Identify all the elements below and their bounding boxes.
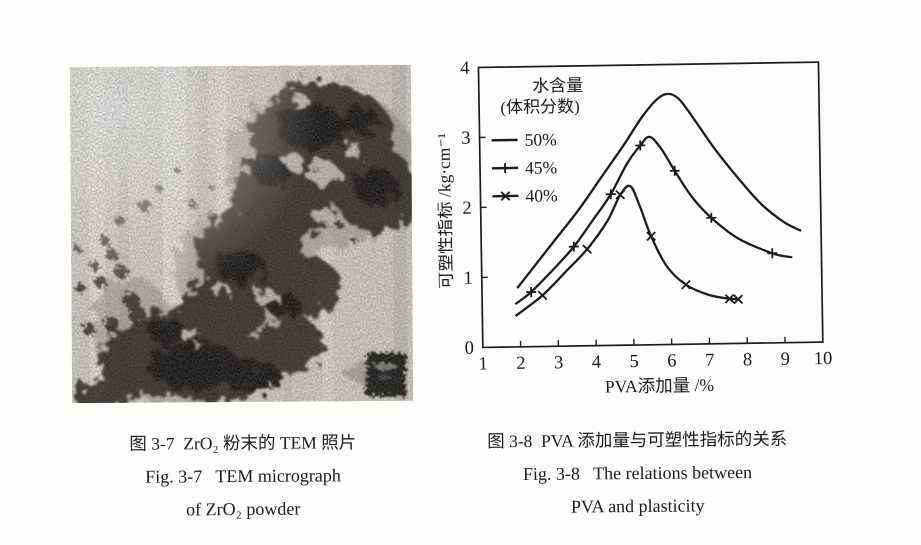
x-tick-label: 8 xyxy=(743,350,753,370)
y-tick-label: 3 xyxy=(461,129,471,149)
legend-label: 40% xyxy=(525,185,557,206)
pva-plasticity-chart: 1 2 3 4 5 6 7 8 9 10 0 1 2 3 4 PVA添加量 /% 可塑性指标 /kg·cm⁻¹ 水… xyxy=(433,49,838,407)
x-tick-label: 2 xyxy=(516,354,526,374)
x-tick-label: 5 xyxy=(629,352,639,372)
caption-3-8-chinese: 图 3-8 PVA 添加量与可塑性指标的关系 xyxy=(487,428,788,452)
y-tick-label: 1 xyxy=(463,269,473,289)
y-tick-label: 2 xyxy=(462,199,472,219)
x-tick-label: 10 xyxy=(814,349,833,369)
legend-label: 50% xyxy=(524,129,556,150)
x-tick-label: 4 xyxy=(592,353,602,373)
x-tick-label: 7 xyxy=(705,351,715,371)
x-axis-label: PVA添加量 /% xyxy=(605,375,714,397)
photo-grain xyxy=(69,64,414,404)
caption-figure-3-7: 图 3-7 ZrO₂ 粉末的 TEM 照片 Fig. 3-7 TEM micro… xyxy=(73,426,414,527)
caption-3-8-english-line2: PVA and plasticity xyxy=(570,495,705,517)
y-axis-label: 可塑性指标 /kg·cm⁻¹ xyxy=(435,133,456,289)
tem-photo-image xyxy=(69,64,414,404)
series-curve-40% xyxy=(515,184,741,317)
tem-micrograph-photo xyxy=(69,64,414,404)
caption-3-8-english-line1: Fig. 3-8 The relations between xyxy=(522,462,753,484)
x-tick-label: 6 xyxy=(667,351,677,371)
caption-3-7-english-line1: Fig. 3-7 TEM micrograph xyxy=(145,465,341,487)
x-tick-label: 3 xyxy=(554,353,564,373)
x-tick-label: 9 xyxy=(781,350,791,370)
series-curve-50% xyxy=(516,92,802,289)
caption-3-7-english-line2: of ZrO₂ powder xyxy=(186,498,301,520)
y-tick-label: 0 xyxy=(464,339,474,359)
x-tick-label: 1 xyxy=(478,354,488,374)
caption-3-7-chinese: 图 3-7 ZrO₂ 粉末的 TEM 照片 xyxy=(129,432,357,454)
y-tick-label: 4 xyxy=(460,59,470,79)
caption-figure-3-8: 图 3-8 PVA 添加量与可塑性指标的关系 Fig. 3-8 The rela… xyxy=(445,422,831,524)
legend-title: 水含量 xyxy=(532,76,583,96)
legend-subtitle: (体积分数) xyxy=(500,97,580,117)
series-curve-45% xyxy=(515,135,793,305)
legend-label: 45% xyxy=(525,157,557,178)
